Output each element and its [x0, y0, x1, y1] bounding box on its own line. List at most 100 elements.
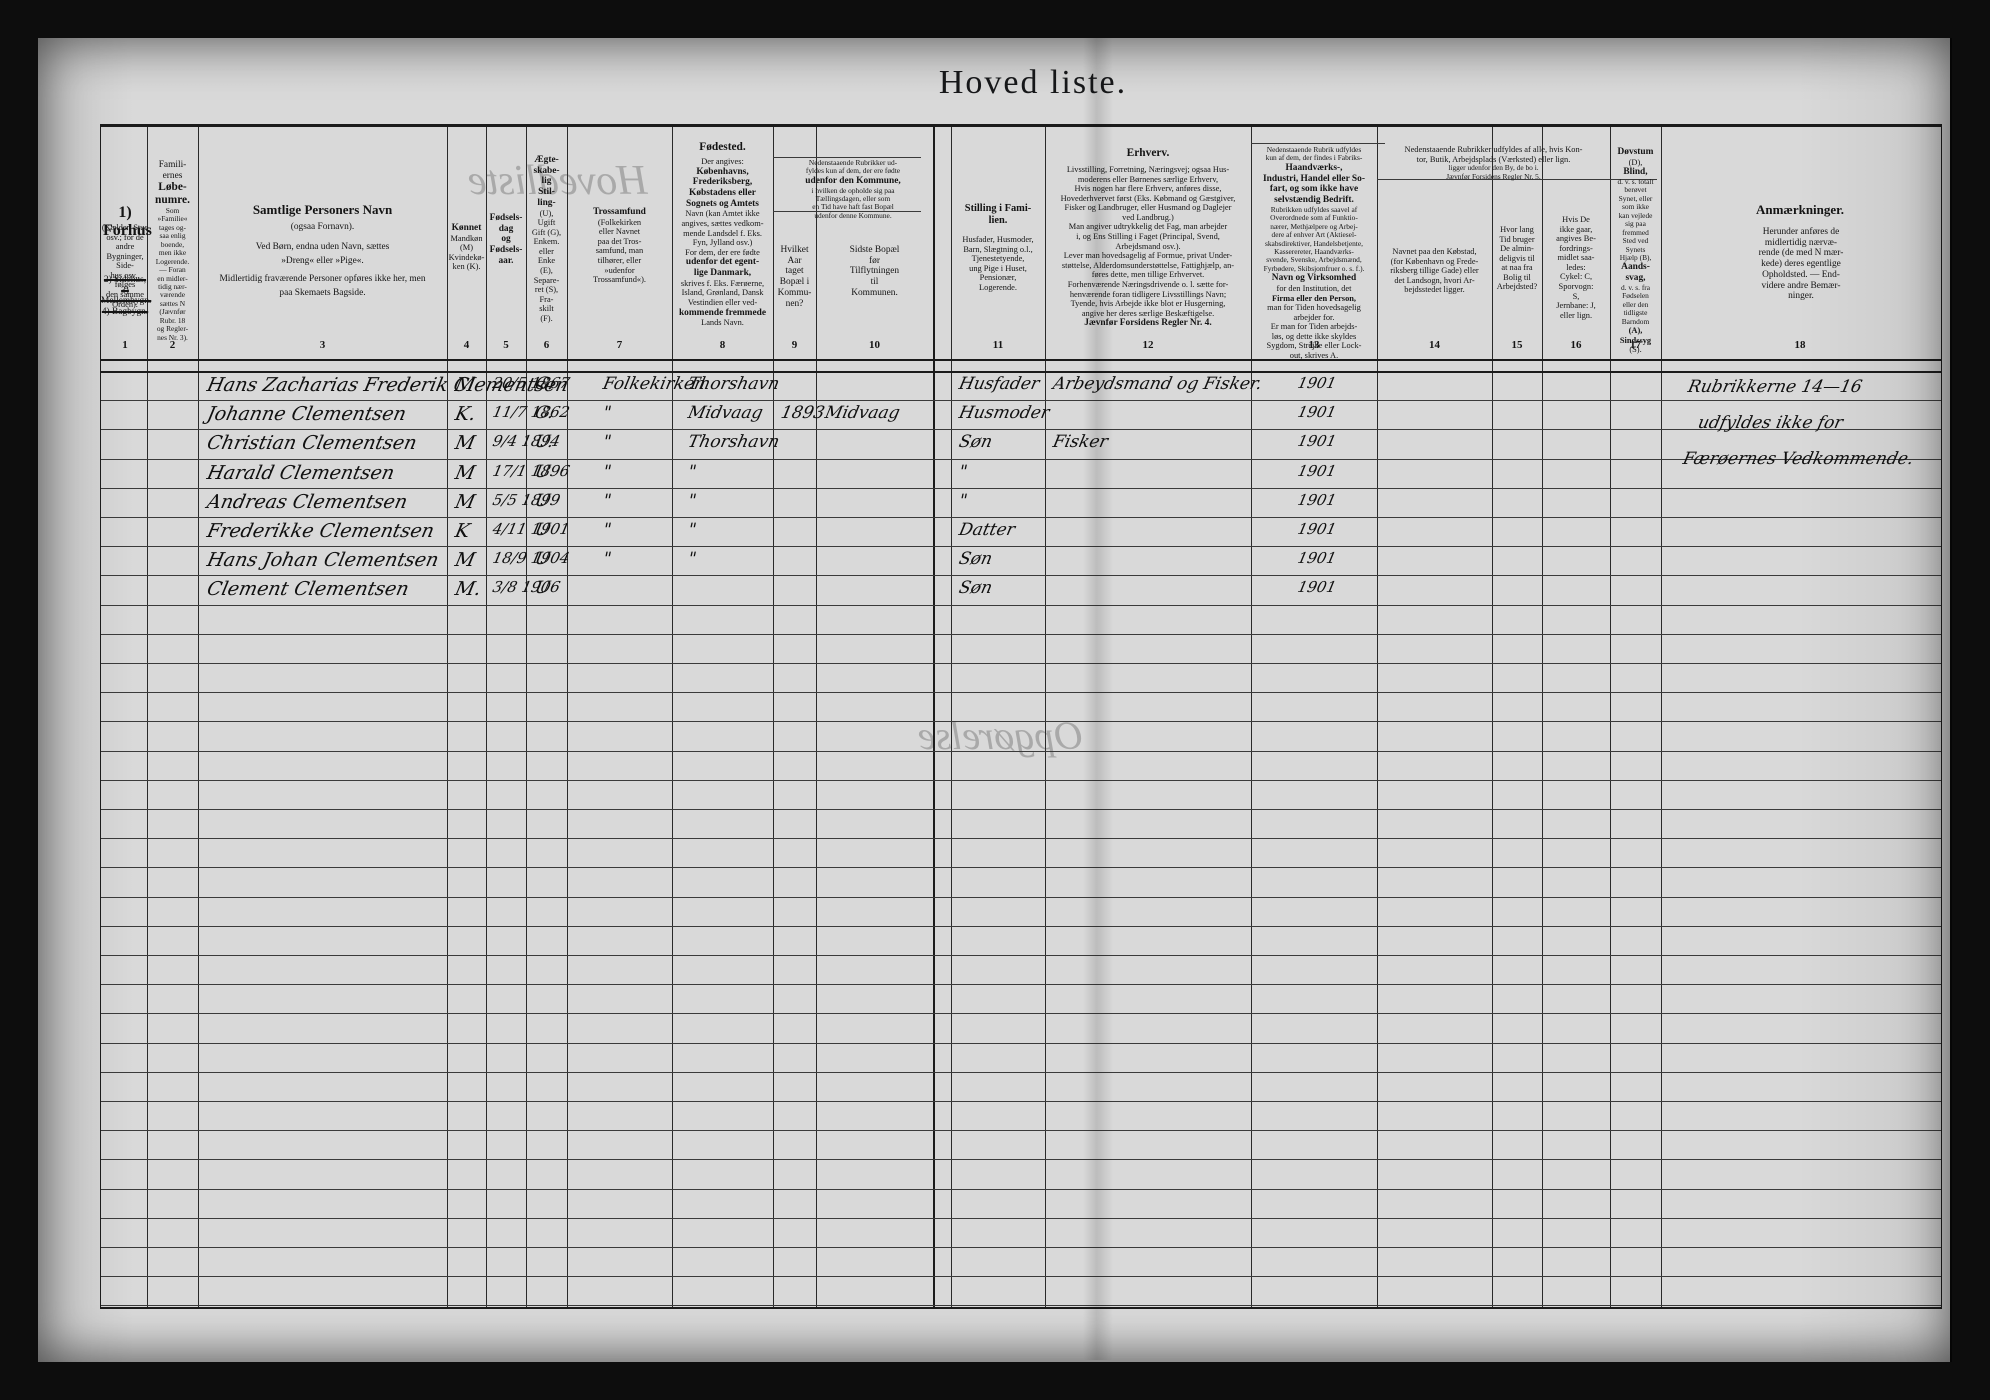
col13-head-t9: nærer, Methjælpere og Arbej-: [1270, 221, 1358, 231]
col13-head-t1: Nedenstaaende Rubrik udfyldes: [1266, 145, 1362, 154]
col14-head-t3: riksberg tillige Gade) eller: [1390, 266, 1479, 276]
col6-head-t5: ling-: [537, 197, 556, 208]
annotation-line3: Færøernes Vedkommende.: [1681, 449, 1916, 469]
row-rule: [101, 838, 1941, 840]
col8-head-t9: mende Landsdel f. Eks.: [683, 228, 762, 238]
col7-head-t6: tilhører, eller: [597, 256, 642, 266]
col13-head-t12: Kasserereter, Haandværks-: [1274, 246, 1354, 256]
entry-family_position: Søn: [957, 432, 995, 453]
row-rule: [101, 633, 1941, 635]
row-rule: [101, 896, 1941, 898]
col13-head-t23: out, skrives A.: [1289, 351, 1339, 361]
col16-head-t6: ledes:: [1566, 262, 1586, 272]
col2-head-t2: ernes: [162, 170, 183, 181]
row-rule: [101, 1217, 1941, 1219]
row-rule: [101, 1247, 1941, 1248]
col15-head-t5: at naa fra: [1501, 263, 1533, 273]
col3-head-sub2: Ved Børn, endna uden Navn, sættes: [255, 242, 390, 252]
col15-head-t2: Tid bruger: [1499, 234, 1535, 244]
col18-head-title: Anmærkninger.: [1755, 202, 1844, 217]
col15-head-t1: Hvor lang: [1500, 225, 1534, 234]
col16-head-t4: fordrings-: [1559, 243, 1593, 253]
col17-head-t20: Barndom: [1621, 316, 1650, 326]
col8-head-t16: Vestindien eller ved-: [687, 297, 758, 307]
col13-head-t6: selvstændig Bedrift.: [1274, 195, 1354, 206]
col12-head-t14: henværende foran tidligere Livsstillings…: [1069, 289, 1227, 299]
entry-employer: 1901: [1296, 374, 1339, 392]
col2-head-t11: Logerende.: [155, 256, 190, 266]
entry-birthplace: Thorshavn: [686, 374, 782, 394]
col13-head-t13: svende, Svenske, Arbejdsmænd,: [1266, 255, 1362, 265]
entry-faith: ": [601, 490, 614, 511]
colnum-3: 3: [319, 339, 326, 351]
banner910-t4: i hvilken de opholde sig paa: [811, 185, 895, 195]
row-rule: [101, 400, 1941, 402]
col15-head-t4: deligvis til: [1499, 253, 1535, 263]
col2-head-t13: en midler-: [157, 273, 188, 283]
col5-head-t5: aar.: [498, 255, 514, 266]
colnum-7: 7: [616, 339, 623, 351]
col18-head-t5: Opholdsted. — End-: [1762, 269, 1840, 280]
col12-head-t15: Tyende, hvis Arbejde ikke blot er Husger…: [1070, 299, 1226, 309]
colnum-8: 8: [719, 339, 726, 351]
col12-head-t16: angive her deres særlige Beskæftigelse.: [1081, 308, 1215, 318]
col2-head-t8: saa enlig: [159, 231, 186, 241]
col12-head-t11: støttelse, Alderdomsunderstøttelse, Fatt…: [1061, 260, 1235, 270]
entry-name: Johanne Clementsen: [205, 403, 409, 426]
page-title: Hoved liste.: [938, 64, 1128, 101]
col11-head-t8: Logerende.: [979, 282, 1017, 292]
col8-head-t2: Der angives:: [701, 157, 744, 166]
banner14-t4: Jævnfør Forsidens Regler Nr. 5.: [1446, 171, 1541, 181]
banner910-t6: en Tid have haft fast Bopæl: [812, 202, 894, 212]
col1-head-line5: hus osv., følges: [110, 270, 140, 290]
col8-head-t11: For dem, der ere fødte: [685, 247, 760, 257]
row-rule: [101, 458, 1941, 460]
col16-head-t10: Jernbane: J,: [1556, 301, 1596, 311]
col5-head-t1: Fødsels-: [489, 213, 523, 223]
col2-head-t16: sættes N: [159, 298, 186, 308]
col12-head-t10: Lever man hovedsagelig af Formue, privat…: [1063, 251, 1233, 261]
col8-head-t18: Lands Navn.: [701, 318, 744, 328]
row-rule: [101, 955, 1941, 956]
col4-head-t5: ken (K).: [452, 262, 481, 272]
row-rule: [101, 692, 1941, 694]
col8-head-t15: Island, Grønland, Dansk: [681, 288, 764, 298]
col12-head-t1: Livsstilling, Forretning, Næringsvej; og…: [1066, 165, 1230, 174]
col8-head-t5: Købstadens eller: [689, 188, 756, 199]
col2-head-t7: tages og-: [159, 222, 186, 232]
entry-family_position: Søn: [957, 549, 995, 570]
row-rule: [101, 721, 1941, 723]
col6-head-t4: Stil-: [538, 187, 555, 198]
colnum-14: 14: [1429, 339, 1440, 351]
col8-head-t3: Københavns,: [696, 166, 749, 177]
col18-head-t6: videre andre Bemær-: [1761, 280, 1841, 291]
paper-sheet: Hovedliste Opgørelse Hoved liste.: [38, 12, 1950, 1390]
row-rule: [101, 1071, 1941, 1073]
entry-birthplace: ": [686, 520, 699, 540]
row-rule: [101, 663, 1941, 664]
col12-head-t9: Arbejdsmand osv.).: [1115, 241, 1181, 251]
col11-head-t3: Husfader, Husmoder,: [962, 235, 1034, 244]
col1-head-line6: den samme: [106, 290, 144, 300]
col14-head-t4: det Landsogn, hvori Ar-: [1394, 275, 1475, 285]
annotation-line1: Rubrikkerne 14—16: [1686, 377, 1864, 397]
col16-head-t9: S,: [1572, 291, 1580, 301]
col10-head-t4: til: [870, 277, 879, 288]
col13-head-t21: løs, og dette ikke skyldes: [1271, 331, 1357, 341]
entry-employer: 1901: [1296, 549, 1339, 568]
col17-head-t5: berøvet: [1624, 185, 1647, 195]
banner910-t1: Nedenstaaende Rubrikker ud-: [808, 158, 898, 167]
col17-head-t10: fremmed: [1622, 227, 1649, 237]
col17-head-t22: Sindssyg: [1619, 335, 1652, 345]
col13-head-t11: skabsdirektiver, Handelsbetjente,: [1264, 238, 1363, 248]
col10-head-t1: Sidste Bopæl: [849, 245, 900, 255]
col8-head-t4: Frederiksberg,: [692, 177, 753, 188]
col17-head-t15: svag,: [1625, 273, 1646, 284]
entry-birth: 18/9 1904: [491, 549, 572, 568]
col6-head-t6: (U),: [539, 208, 554, 218]
row-rule: [101, 517, 1941, 518]
col5-head-t2: dag: [498, 223, 514, 234]
col7-head-t1: Trossamfund: [593, 207, 646, 217]
col8-head-t13: lige Danmark,: [693, 268, 752, 279]
col14-head-t2: (for København og Frede-: [1390, 256, 1479, 266]
